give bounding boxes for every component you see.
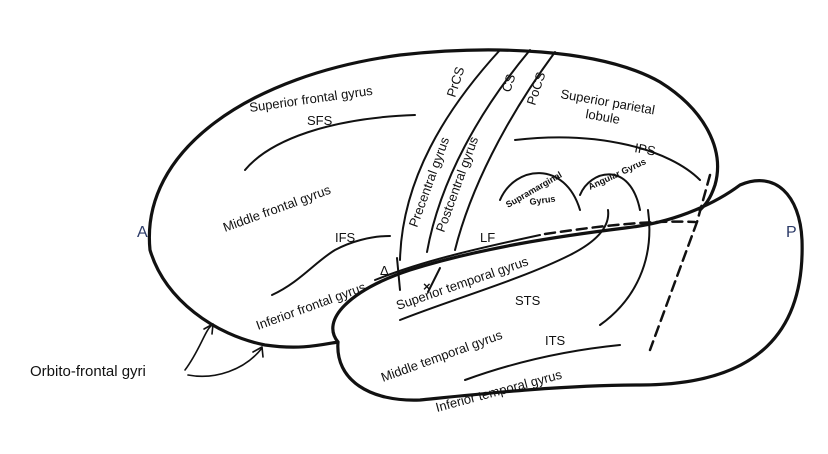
lf-label: LF (480, 230, 495, 245)
cross-marker: × (423, 279, 431, 294)
superior-frontal-gyrus-label: Superior frontal gyrus (248, 83, 374, 115)
orbito-arrow-upper-head (203, 323, 214, 335)
sts-label: STS (515, 293, 541, 308)
triangle-marker: Δ (380, 263, 389, 278)
orbito-arrow-upper (184, 324, 213, 371)
supramarginal-gyrus-label-2: Gyrus (529, 193, 556, 207)
pocs-sulcus (454, 51, 556, 251)
middle-temporal-gyrus-label: Middle temporal gyrus (379, 327, 505, 385)
frontal-lobe-outline (147, 48, 720, 349)
cs-label: CS (499, 72, 519, 94)
temporal-lobe-outline (331, 179, 804, 402)
ifs-sulcus (271, 235, 391, 296)
precentral-base-line (396, 257, 401, 291)
ips-sulcus (514, 136, 701, 181)
posterior-label: P (786, 224, 797, 241)
orbito-arrow-lower (187, 347, 263, 378)
cs-sulcus (426, 49, 531, 253)
ifs-label: IFS (335, 230, 356, 245)
pocs-label: PoCS (524, 70, 549, 107)
lf-posterior-dashed (543, 220, 697, 236)
middle-frontal-gyrus-label: Middle frontal gyrus (221, 182, 333, 235)
ips-label: IPS (633, 140, 657, 158)
inferior-temporal-gyrus-label: Inferior temporal gyrus (434, 367, 564, 415)
superior-temporal-gyrus-label: Superior temporal gyrus (394, 253, 531, 313)
parietal-occipital-boundary (648, 173, 712, 352)
its-sulcus (464, 344, 621, 381)
superior-parietal-lobule-label-2: lobule (584, 106, 621, 127)
orbito-frontal-gyri-label: Orbito-frontal gyri (30, 363, 146, 380)
anterior-label: A (137, 224, 148, 241)
its-label: ITS (545, 333, 566, 348)
inferior-frontal-gyrus-label: Inferior frontal gyrus (254, 279, 368, 333)
angular-descending (599, 209, 651, 326)
supramarginal-arc (499, 172, 581, 211)
postcentral-base-line (427, 267, 441, 293)
sfs-label: SFS (307, 113, 333, 128)
angular-arc (579, 173, 641, 211)
sts-sulcus (399, 209, 610, 321)
prcs-sulcus (399, 49, 501, 261)
orbito-arrow-lower-head (252, 346, 264, 358)
sfs-sulcus (244, 114, 416, 171)
lf-sulcus (374, 234, 541, 281)
angular-gyrus-label: Angular Gyrus (587, 156, 648, 191)
